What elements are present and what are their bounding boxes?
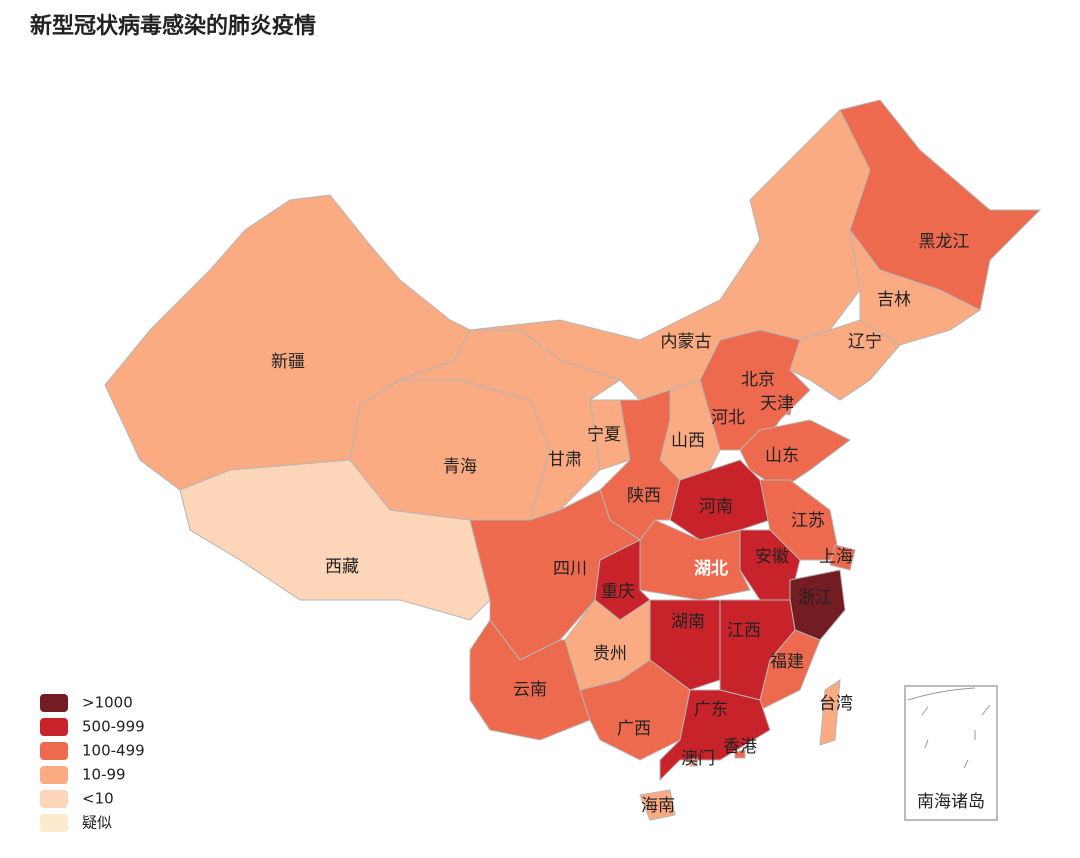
province-label: 香港 bbox=[723, 737, 757, 757]
inset-label: 南海诸岛 bbox=[917, 792, 985, 812]
province-label: 广东 bbox=[694, 700, 728, 720]
province-label: 台湾 bbox=[819, 694, 853, 714]
province bbox=[734, 749, 746, 759]
province-label: 北京 bbox=[741, 370, 775, 390]
province-label: 甘肃 bbox=[548, 450, 582, 470]
legend-label: <10 bbox=[82, 790, 114, 808]
legend-label: 100-499 bbox=[82, 742, 145, 760]
province bbox=[179, 459, 491, 621]
province-label: 云南 bbox=[513, 680, 547, 700]
province-label: 重庆 bbox=[601, 582, 635, 602]
province-label: 黑龙江 bbox=[919, 232, 970, 252]
province bbox=[469, 109, 871, 401]
province-label: 新疆 bbox=[271, 352, 305, 372]
province bbox=[739, 419, 851, 491]
province-label: 山东 bbox=[765, 446, 799, 466]
legend-swatch bbox=[40, 790, 68, 808]
province bbox=[639, 789, 676, 821]
province-label: 浙江 bbox=[798, 588, 832, 608]
province-label: 湖北 bbox=[694, 559, 728, 579]
province-label: 湖南 bbox=[671, 612, 705, 632]
province-label: 福建 bbox=[770, 652, 804, 672]
province-label: 广西 bbox=[617, 719, 651, 739]
province-label: 安徽 bbox=[755, 547, 789, 567]
province-label: 陕西 bbox=[627, 486, 661, 506]
legend-swatch bbox=[40, 694, 68, 712]
inset-frame bbox=[904, 685, 998, 821]
province bbox=[689, 757, 698, 767]
legend-label: 500-999 bbox=[82, 718, 145, 736]
legend-swatch bbox=[40, 766, 68, 784]
province-label: 上海 bbox=[819, 547, 853, 567]
legend-swatch bbox=[40, 718, 68, 736]
legend-label: 疑似 bbox=[82, 814, 112, 832]
province-label: 海南 bbox=[641, 796, 675, 816]
province-label: 西藏 bbox=[325, 557, 359, 577]
legend-label: >1000 bbox=[82, 694, 133, 712]
legend-swatch bbox=[40, 814, 68, 832]
province-label: 江西 bbox=[727, 621, 761, 641]
province-label: 青海 bbox=[443, 457, 477, 477]
province bbox=[819, 679, 841, 746]
province-label: 山西 bbox=[671, 431, 705, 451]
title: 新型冠状病毒感染的肺炎疫情 bbox=[30, 13, 316, 39]
province-label: 宁夏 bbox=[587, 425, 621, 445]
province bbox=[789, 319, 901, 401]
province-label: 辽宁 bbox=[848, 332, 882, 352]
inset: 南海诸岛 bbox=[904, 685, 998, 821]
province-label: 澳门 bbox=[681, 749, 715, 769]
province bbox=[849, 229, 981, 346]
legend-label: 10-99 bbox=[82, 766, 126, 784]
legend: >1000 500-999 100-499 10-99 <10 疑似 bbox=[40, 694, 145, 832]
province bbox=[829, 544, 856, 571]
legend-swatch bbox=[40, 742, 68, 760]
map bbox=[104, 99, 1042, 821]
province-label: 吉林 bbox=[877, 290, 911, 310]
province bbox=[659, 689, 771, 782]
province bbox=[839, 99, 1042, 311]
province-label: 四川 bbox=[553, 559, 587, 579]
province-label: 内蒙古 bbox=[661, 332, 712, 352]
province-label: 江苏 bbox=[791, 511, 825, 531]
province-label: 天津 bbox=[760, 394, 794, 414]
province-label: 贵州 bbox=[593, 644, 627, 664]
province-label: 河南 bbox=[699, 497, 733, 517]
province-label: 河北 bbox=[711, 408, 745, 428]
inset-islands bbox=[907, 687, 991, 769]
